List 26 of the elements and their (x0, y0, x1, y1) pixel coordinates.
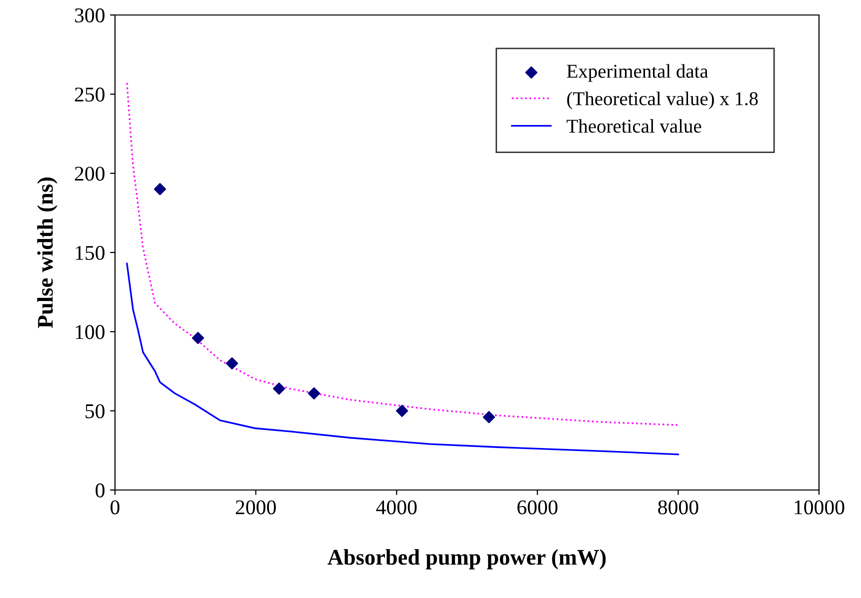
x-tick-label: 8000 (658, 500, 698, 514)
legend-label: Experimental data (566, 64, 708, 82)
y-tick-label: 100 (76, 325, 104, 340)
y-tick-label: 0 (96, 483, 104, 498)
line-series (126, 262, 680, 456)
x-tick-label: 2000 (236, 500, 276, 514)
legend-label: Theoretical value (566, 119, 702, 133)
point (154, 183, 166, 196)
y-tick-label: 200 (74, 166, 104, 181)
y-tick-label: 150 (76, 246, 104, 260)
point (272, 382, 286, 395)
point (308, 387, 320, 400)
x-tick-label: 6000 (517, 500, 558, 514)
point (226, 357, 238, 370)
point (396, 404, 408, 417)
x-axis-title: Absorbed pump power (mW) (328, 549, 606, 570)
y-tick-label: 50 (86, 404, 104, 418)
point (482, 411, 496, 424)
legend-label: (Theoretical value) x 1.8 (567, 92, 758, 110)
y-tick-label: 300 (75, 8, 104, 22)
x-tick-label: 10000 (794, 500, 844, 514)
y-axis-title: Pulse width (ns) (37, 178, 58, 328)
x-tick-label: 4000 (376, 500, 417, 514)
x-tick-label: 0 (110, 500, 120, 514)
point (192, 332, 204, 344)
y-tick-label: 250 (74, 88, 104, 102)
